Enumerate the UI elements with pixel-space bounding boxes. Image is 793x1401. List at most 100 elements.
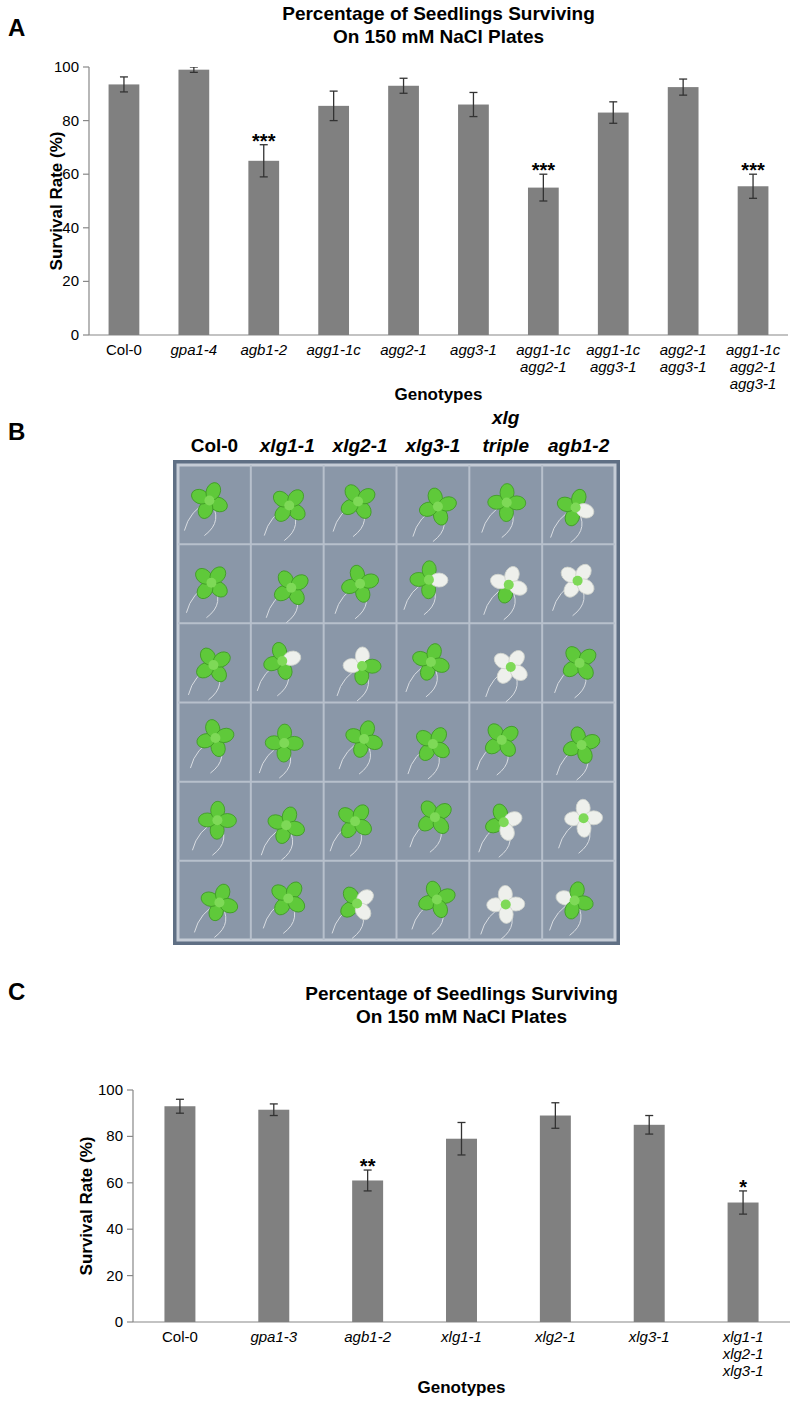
leaf-center (504, 580, 514, 590)
bar (258, 1110, 289, 1322)
leaf-center (432, 894, 442, 904)
plate-background (173, 460, 620, 945)
seedling (404, 561, 448, 615)
error-cap (190, 72, 198, 73)
bar (668, 87, 699, 335)
error-cap (749, 198, 757, 199)
leaf-center (502, 498, 512, 508)
seedling (559, 799, 603, 853)
y-tick-label: 80 (106, 1127, 123, 1144)
seedling (413, 486, 458, 541)
error-cap (190, 67, 198, 68)
text-line: agg3-1 (450, 341, 497, 358)
seedling (259, 724, 303, 778)
y-tick-label: 40 (106, 1220, 123, 1237)
subtitle: On 150 mM NaCl Plates (356, 1006, 567, 1027)
y-axis (88, 67, 89, 335)
error-bar (400, 78, 408, 93)
x-tick-label: agg2-1agg3-1 (660, 341, 707, 375)
figure: APercentage of Seedlings SurvivingOn 150… (0, 0, 793, 1401)
error-line (649, 1116, 650, 1135)
panel-letter: B (8, 418, 25, 445)
y-axis-label: Survival Rate (%) (47, 132, 66, 271)
error-line (123, 77, 124, 92)
bar (388, 86, 419, 335)
seedling (551, 487, 596, 542)
seedling (261, 805, 306, 860)
x-tick-label: xlg3-1 (628, 1328, 670, 1345)
x-axis-label: Genotypes (395, 385, 483, 404)
error-bar (551, 1103, 559, 1129)
seedling (337, 647, 381, 701)
text-line: agg2-1 (660, 341, 707, 358)
y-tick (127, 1321, 133, 1322)
text-line: Col-0 (106, 341, 142, 358)
error-line (473, 92, 474, 116)
leaf-center (277, 656, 287, 666)
leaf-center (214, 897, 224, 907)
leaf-center (212, 815, 222, 825)
leaf-center (284, 501, 294, 511)
seedling (330, 802, 374, 856)
error-line (555, 1103, 556, 1129)
error-cap (609, 123, 617, 124)
error-cap (679, 78, 687, 79)
y-tick (83, 66, 89, 67)
y-tick (83, 120, 89, 121)
error-cap (458, 1154, 466, 1155)
text-line: Col-0 (191, 435, 239, 456)
text-line: xlg1-1 (259, 435, 315, 456)
seedling (557, 725, 602, 780)
seedling (550, 880, 595, 935)
y-tick-label: 60 (106, 1174, 123, 1191)
seedling (335, 564, 380, 619)
y-tick (127, 1182, 133, 1183)
marks (164, 1099, 758, 1322)
x-tick-label: agg3-1 (450, 341, 497, 358)
y-tick (83, 227, 89, 228)
text-line: agb1-2 (240, 341, 287, 358)
y-tick-label: 20 (106, 1267, 123, 1284)
leaf-center (286, 583, 296, 593)
error-cap (120, 91, 128, 92)
leaf-center (283, 893, 293, 903)
leaf-center (575, 658, 585, 668)
leaf-center (571, 503, 581, 513)
text-line: agb1-2 (548, 435, 610, 456)
text-line: agg2-1 (520, 358, 567, 375)
panel-letter: A (8, 14, 25, 41)
leaf-center (428, 739, 438, 749)
column-label: Col-0 (191, 435, 239, 456)
seedling (410, 798, 454, 852)
significance: *** (532, 159, 556, 181)
leaf-center (350, 816, 360, 826)
column-label: xlg3-1 (404, 435, 460, 456)
subtitle: On 150 mM NaCl Plates (333, 26, 544, 47)
error-bar (469, 92, 477, 116)
y-tick-label: 100 (54, 58, 79, 75)
text-line: agg1-1c (726, 341, 781, 358)
leaf-center (570, 895, 580, 905)
bar (458, 105, 489, 335)
error-cap (645, 1133, 653, 1134)
text-line: gpa1-3 (250, 1328, 297, 1345)
grid-divider (178, 781, 615, 783)
bar (540, 1116, 571, 1322)
bar (178, 70, 209, 335)
x-tick-label: Col-0 (162, 1328, 198, 1345)
text-line: xlg (491, 407, 520, 428)
error-line (273, 1104, 274, 1116)
grid-divider (178, 702, 615, 704)
grid-divider (178, 622, 615, 624)
text-line: xlg2-1 (534, 1328, 576, 1345)
leaf-center (279, 738, 289, 748)
seedling (184, 480, 229, 535)
text-line: triple (483, 435, 530, 456)
x-tick-label: agb1-2 (344, 1328, 391, 1345)
error-cap (260, 176, 268, 177)
marks (109, 67, 769, 335)
leaf-center (497, 735, 507, 745)
grid-divider (178, 543, 615, 545)
seedling (264, 487, 308, 541)
leaf-center (204, 496, 214, 506)
